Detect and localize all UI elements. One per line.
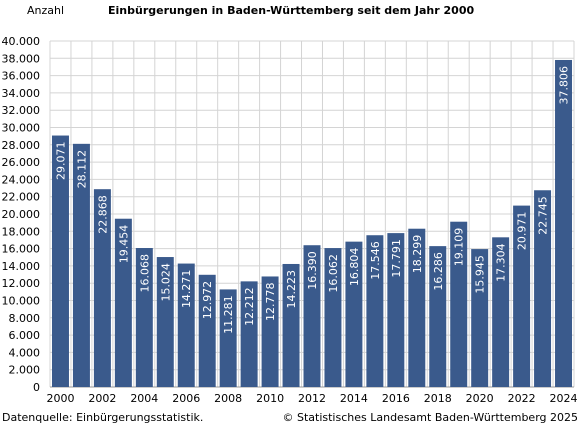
bar-value-label: 15.024 — [159, 263, 172, 302]
x-tick-label: 2008 — [214, 392, 242, 405]
bar-value-label: 15.945 — [474, 255, 487, 294]
bar — [555, 59, 573, 388]
bar-value-label: 16.804 — [348, 248, 361, 286]
bar-value-label: 20.971 — [516, 212, 529, 251]
copyright-note: © Statistisches Landesamt Baden-Württemb… — [282, 411, 578, 424]
x-tick-label: 2014 — [340, 392, 368, 405]
bar-value-label: 17.791 — [390, 239, 403, 278]
bar — [198, 274, 216, 387]
y-axis-tick-labels: 0 2.000 4.000 6.000 8.000 10.000 12.000 14.000 1… — [2, 35, 41, 394]
y-axis-unit-label: Anzahl — [27, 4, 64, 17]
x-tick-label: 2020 — [466, 392, 494, 405]
y-tick-label: 8.000 — [9, 312, 41, 325]
bar — [408, 228, 426, 387]
bar — [513, 205, 531, 387]
bar-value-label: 11.281 — [222, 295, 235, 334]
y-tick-label: 26.000 — [2, 156, 41, 169]
y-tick-label: 32.000 — [2, 104, 41, 117]
y-tick-label: 28.000 — [2, 139, 41, 152]
y-tick-label: 6.000 — [9, 329, 41, 342]
bar-value-label: 16.062 — [327, 254, 340, 293]
y-tick-label: 38.000 — [2, 52, 41, 65]
bar — [345, 241, 363, 387]
bar — [177, 263, 195, 387]
bar-value-label: 12.212 — [243, 287, 256, 326]
bar-value-label: 17.546 — [369, 241, 382, 280]
bar — [282, 263, 300, 387]
bar — [324, 248, 342, 387]
y-tick-label: 30.000 — [2, 122, 41, 135]
bar — [450, 221, 468, 387]
bar-value-label: 28.112 — [75, 150, 88, 189]
y-tick-label: 20.000 — [2, 208, 41, 221]
bar — [471, 249, 489, 387]
x-tick-label: 2012 — [298, 392, 326, 405]
y-tick-label: 0 — [33, 381, 40, 394]
y-tick-label: 4.000 — [9, 346, 41, 359]
bar — [303, 245, 321, 387]
x-tick-label: 2002 — [88, 392, 116, 405]
bar-value-label: 22.868 — [96, 195, 109, 234]
bar-value-label: 12.972 — [201, 281, 214, 320]
y-tick-label: 14.000 — [2, 260, 41, 273]
bar — [429, 246, 447, 387]
y-tick-label: 36.000 — [2, 70, 41, 83]
bar-value-label: 16.068 — [138, 254, 151, 292]
bar — [135, 248, 153, 387]
bar — [93, 189, 111, 387]
x-tick-label: 2010 — [256, 392, 284, 405]
bar — [387, 233, 405, 387]
y-tick-label: 40.000 — [2, 35, 41, 48]
y-tick-label: 10.000 — [2, 295, 41, 308]
bar-value-label: 29.071 — [54, 142, 67, 181]
bar — [240, 281, 258, 387]
bar — [72, 143, 90, 387]
x-tick-label: 2022 — [508, 392, 536, 405]
bar-value-label: 16.390 — [306, 251, 319, 290]
bar-value-label: 18.299 — [411, 235, 424, 274]
bar — [114, 218, 132, 387]
y-tick-label: 22.000 — [2, 191, 41, 204]
bar-value-label: 22.745 — [537, 196, 550, 235]
x-tick-label: 2006 — [172, 392, 200, 405]
bar-value-label: 37.806 — [558, 66, 571, 105]
bar — [156, 257, 174, 387]
data-source-note: Datenquelle: Einbürgerungsstatistik. — [2, 411, 204, 424]
y-tick-label: 18.000 — [2, 225, 41, 238]
bar-value-label: 12.778 — [264, 282, 277, 321]
y-tick-label: 2.000 — [9, 364, 41, 377]
y-tick-label: 24.000 — [2, 173, 41, 186]
bar — [261, 276, 279, 387]
bar-value-label: 14.223 — [285, 270, 298, 309]
bar-value-label: 19.109 — [453, 228, 466, 267]
bar — [51, 135, 69, 387]
bar-value-label: 19.454 — [117, 225, 130, 264]
bar — [492, 237, 510, 387]
bar — [534, 190, 552, 387]
x-tick-label: 2018 — [424, 392, 452, 405]
x-tick-label: 2000 — [46, 392, 74, 405]
x-tick-label: 2004 — [130, 392, 158, 405]
bar-value-label: 17.304 — [495, 243, 508, 282]
bars: 29.071 28.112 22.868 19.454 16.068 15.024 14.2… — [51, 59, 573, 388]
x-axis-tick-labels: 2000 2002 2004 2006 2008 2010 2012 2014 2016 2018… — [46, 392, 577, 405]
bar — [219, 289, 237, 387]
y-tick-label: 12.000 — [2, 277, 41, 290]
y-tick-label: 16.000 — [2, 243, 41, 256]
bar-value-label: 16.286 — [432, 252, 445, 291]
x-tick-label: 2016 — [382, 392, 410, 405]
chart-title: Einbürgerungen in Baden-Württemberg seit… — [108, 4, 474, 17]
bar-value-label: 14.271 — [180, 270, 193, 309]
x-tick-label: 2024 — [550, 392, 578, 405]
bar — [366, 235, 384, 387]
y-tick-label: 34.000 — [2, 87, 41, 100]
